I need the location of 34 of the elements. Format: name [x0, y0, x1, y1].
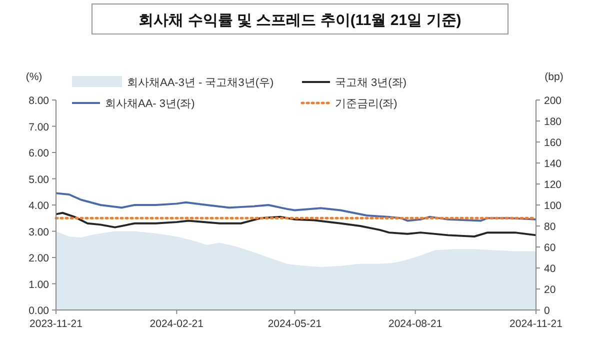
- y-tick-label: 3.00: [28, 226, 50, 238]
- y-tick-label: 1.00: [28, 278, 50, 291]
- y2-tick-label: 20: [544, 284, 556, 296]
- chart-title: 회사채 수익률 및 스프레드 추이(11월 21일 기준): [138, 12, 462, 29]
- legend-label: 국고채 3년(좌): [335, 77, 406, 89]
- y2-tick-label: 40: [544, 263, 556, 275]
- y-tick-label: 8.00: [28, 95, 50, 107]
- line-series: [55, 212, 537, 238]
- x-tick-label: 2024-05-21: [268, 318, 322, 330]
- legend-label: 회사채AA- 3년(좌): [105, 98, 195, 110]
- y-tick-label: 0.00: [28, 305, 50, 317]
- x-tick-label: 2024-08-21: [388, 318, 442, 330]
- x-tick-label: 2024-02-21: [150, 318, 204, 330]
- y2-axis-title: (bp): [544, 71, 564, 83]
- y2-tick-label: 200: [544, 95, 562, 107]
- x-tick-label: 2023-11-21: [30, 318, 83, 330]
- y-axis-title: (%): [26, 71, 42, 83]
- y2-tick-label: 180: [544, 116, 562, 128]
- y2-tick-label: 80: [544, 221, 556, 233]
- y2-tick-label: 160: [544, 137, 562, 149]
- line-series: [55, 192, 537, 222]
- y-tick-label: 4.00: [28, 200, 50, 212]
- y-tick-label: 6.00: [28, 148, 50, 160]
- y-tick-label: 7.00: [28, 121, 50, 134]
- y2-tick-label: 100: [544, 200, 562, 212]
- y2-tick-label: 120: [544, 179, 562, 191]
- y2-tick-label: 0: [544, 305, 550, 317]
- y2-tick-label: 60: [544, 242, 556, 254]
- legend-label: 기준금리(좌): [335, 98, 398, 110]
- y-tick-label: 5.00: [28, 174, 50, 186]
- legend-label: 회사채AA-3년 - 국고채3년(우): [127, 77, 274, 89]
- x-tick-label: 2024-11-21: [510, 318, 563, 330]
- y-tick-label: 2.00: [28, 252, 50, 264]
- y2-tick-label: 140: [544, 158, 562, 170]
